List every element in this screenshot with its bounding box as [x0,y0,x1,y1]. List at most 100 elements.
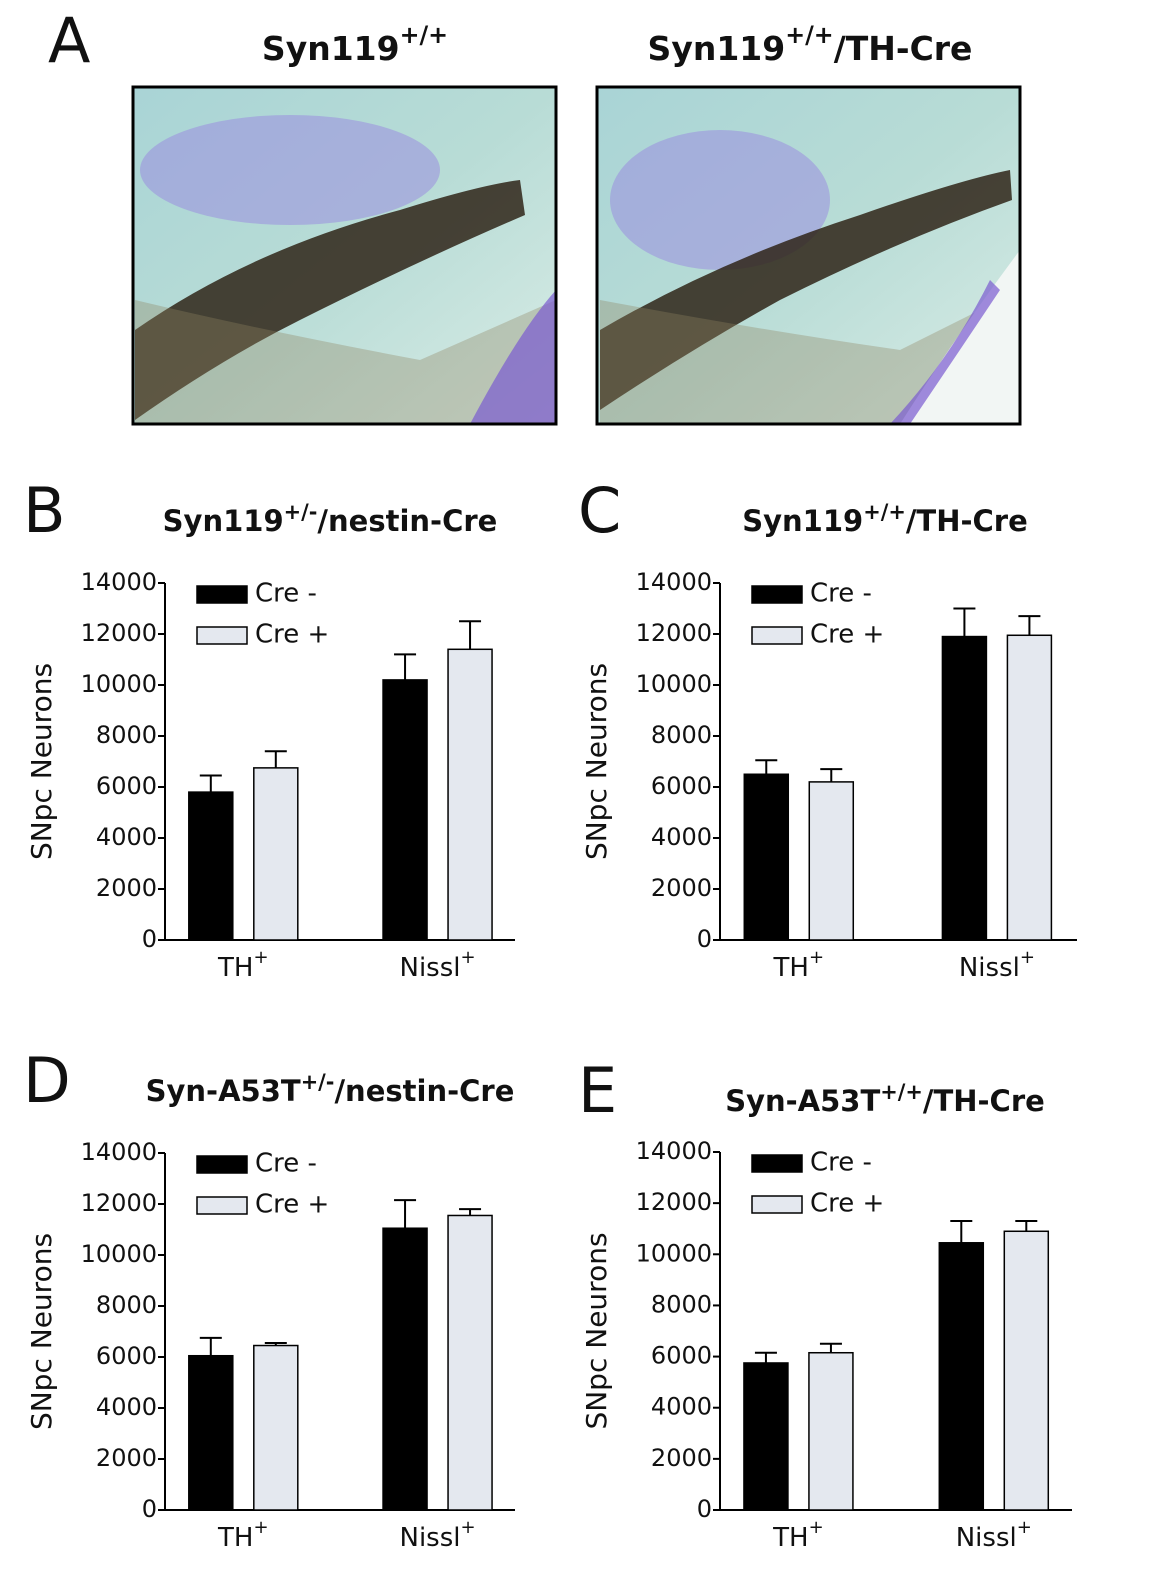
bar [1006,634,1053,941]
y-tick-label: 10000 [636,1239,712,1267]
category-name: Nissl [959,953,1020,983]
category-sup: + [1017,1517,1032,1538]
y-tick-label: 4000 [96,823,157,851]
x-tick-label: Nissl+ [400,947,476,983]
category-name: TH [772,1523,808,1553]
legend-swatch [196,1196,248,1215]
bar [253,1344,299,1511]
y-tick-label: 0 [142,1495,157,1523]
image-title-tail: /TH-Cre [834,29,973,68]
legend-swatch [751,1154,803,1173]
bar [253,767,299,941]
micrograph-1 [131,85,558,426]
x-tick-label: Nissl+ [959,947,1035,983]
y-tick-label: 4000 [651,823,712,851]
x-tick-label: Nissl+ [956,1517,1032,1553]
legend-label: Cre + [255,620,329,650]
legend-label: Cre + [810,1189,884,1219]
chart-title-sup: +/- [284,500,318,524]
category-sup: + [461,1517,476,1538]
y-axis-label: SNpc Neurons [25,1233,58,1430]
chart-title-main: Syn119 [742,504,863,538]
legend-swatch [196,1155,248,1174]
bar [941,635,988,941]
panel-letter: E [578,1054,617,1127]
chart-title-sup: +/+ [880,1080,923,1104]
chart-title-tail: /nestin-Cre [317,504,497,538]
category-sup: + [253,947,268,968]
y-tick-label: 8000 [651,1290,712,1318]
image-title-main: Syn119 [648,29,786,68]
y-tick-label: 0 [697,1495,712,1523]
panel-letter: D [23,1044,71,1117]
legend-label: Cre - [810,1148,872,1178]
y-tick-label: 10000 [636,670,712,698]
chart-title-main: Syn119 [163,504,284,538]
y-tick-label: 12000 [636,1188,712,1216]
chart-title-sup: +/+ [863,500,906,524]
y-tick-label: 14000 [81,1138,157,1166]
bar [447,648,493,941]
bar [938,1242,985,1511]
bar [808,1351,854,1511]
y-tick-label: 8000 [96,721,157,749]
y-tick-label: 14000 [81,568,157,596]
bar [382,1227,428,1511]
x-tick-label: TH+ [217,947,269,983]
category-name: Nissl [956,1523,1017,1553]
legend-label: Cre - [810,579,872,609]
chart-title-tail: /TH-Cre [923,1084,1045,1118]
category-name: Nissl [400,1523,461,1553]
image-title: Syn119+/+ [262,21,448,68]
legend-label: Cre + [810,620,884,650]
y-tick-label: 12000 [81,619,157,647]
chart-title-main: Syn-A53T [725,1084,880,1118]
chart-title-tail: /TH-Cre [906,504,1028,538]
y-axis-label: SNpc Neurons [580,663,613,860]
chart-title: Syn-A53T+/-/nestin-Cre [146,1070,515,1108]
legend-swatch [751,626,803,645]
y-tick-label: 14000 [636,568,712,596]
image-title-sup: +/+ [400,21,448,49]
y-axis-label: SNpc Neurons [25,663,58,860]
x-tick-label: TH+ [773,947,825,983]
y-tick-label: 14000 [636,1137,712,1165]
y-tick-label: 12000 [81,1189,157,1217]
x-tick-label: Nissl+ [400,1517,476,1553]
y-tick-label: 6000 [651,772,712,800]
image-title-main: Syn119 [262,29,400,68]
chart-title: Syn119+/+/TH-Cre [742,500,1028,538]
bar [743,773,790,941]
bar [743,1362,789,1511]
category-name: TH [217,953,253,983]
bar [382,679,428,941]
chart-title: Syn119+/-/nestin-Cre [163,500,498,538]
x-tick-label: TH+ [217,1517,269,1553]
category-sup: + [809,947,824,968]
image-title-sup: +/+ [785,21,833,49]
y-tick-label: 6000 [96,772,157,800]
y-tick-label: 6000 [651,1342,712,1370]
chart-title-sup: +/- [301,1070,335,1094]
y-tick-label: 2000 [96,874,157,902]
category-sup: + [253,1517,268,1538]
y-tick-label: 0 [697,925,712,953]
legend-label: Cre - [255,579,317,609]
legend-swatch [751,1195,803,1214]
category-sup: + [1020,947,1035,968]
legend-swatch [196,626,248,645]
x-tick-label: TH+ [772,1517,824,1553]
y-tick-label: 10000 [81,1240,157,1268]
y-tick-label: 4000 [96,1393,157,1421]
y-tick-label: 2000 [651,874,712,902]
bar [188,791,234,941]
chart-title-main: Syn-A53T [146,1074,301,1108]
chart-title: Syn-A53T+/+/TH-Cre [725,1080,1045,1118]
y-tick-label: 6000 [96,1342,157,1370]
panel-letter: B [23,474,66,547]
y-tick-label: 0 [142,925,157,953]
bar [447,1214,493,1511]
bar [808,781,855,941]
bar [1003,1230,1050,1511]
